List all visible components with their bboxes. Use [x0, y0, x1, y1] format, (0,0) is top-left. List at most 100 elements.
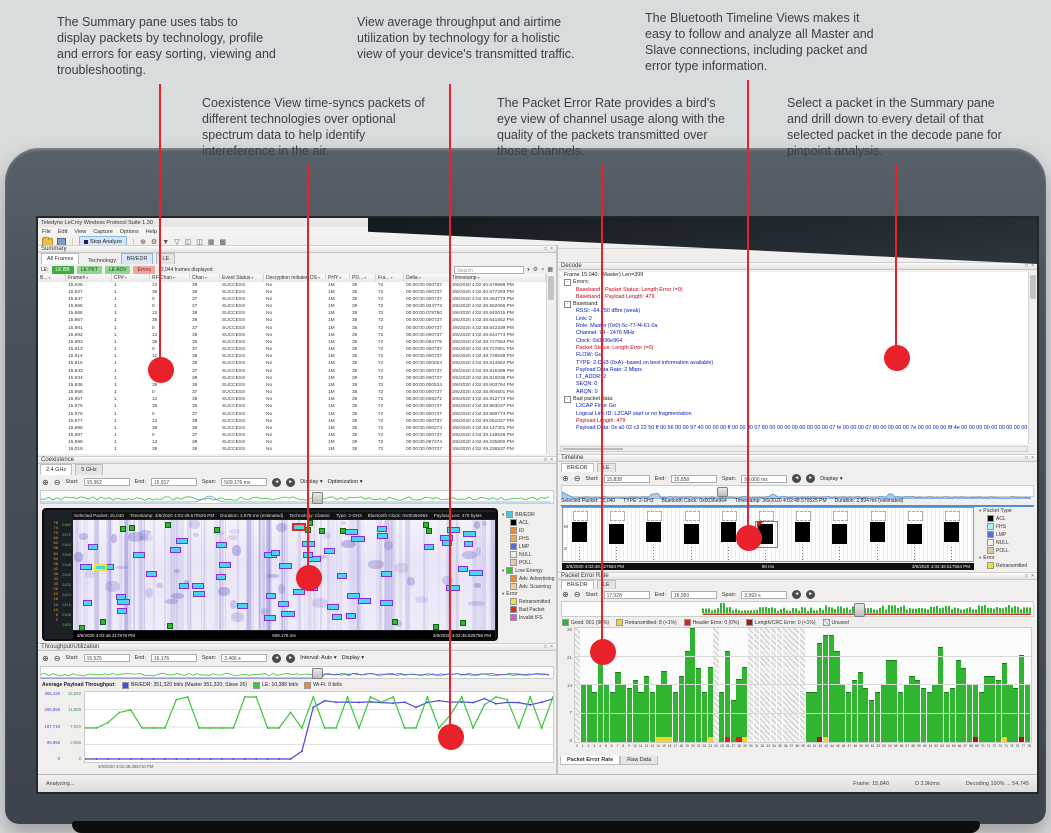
- timeline-packet[interactable]: [831, 508, 853, 561]
- spectrum-le-packet[interactable]: [433, 623, 440, 630]
- spectrum-packet[interactable]: [462, 531, 477, 538]
- column-header-7[interactable]: DS▾: [308, 274, 326, 282]
- spectrum-packet[interactable]: [346, 593, 361, 600]
- timeline-packet[interactable]: [645, 508, 667, 561]
- spectrum-packet[interactable]: [193, 591, 205, 598]
- span-input[interactable]: 90.000 ms: [741, 474, 788, 483]
- pane-float-icon[interactable]: □: [544, 457, 548, 463]
- pane-float-icon[interactable]: □: [1025, 455, 1029, 461]
- decode-line[interactable]: Packet Status: Length Error (=0): [576, 344, 654, 351]
- decode-line[interactable]: Logical Link ID: L2CAP start or no fragm…: [576, 410, 692, 417]
- decode-line[interactable]: Baseband - Payload Length: 479: [576, 293, 655, 300]
- spectrum-packet[interactable]: [381, 571, 392, 578]
- legend-group-header[interactable]: ▾ Packet Type: [979, 508, 1037, 514]
- filter-icon[interactable]: ▼: [162, 238, 170, 246]
- per-overview-strip[interactable]: [561, 601, 1034, 617]
- zoom-out-icon[interactable]: ⊖: [53, 477, 61, 487]
- menu-item-help[interactable]: Help: [145, 228, 158, 235]
- start-input[interactable]: 15,362: [83, 478, 130, 486]
- start-input[interactable]: 15,525: [83, 654, 130, 662]
- zoom-in-icon[interactable]: ⊕: [42, 653, 49, 663]
- table-row[interactable]: 15,893 1 39 39 SUCCESS No 1M 35 72 00:00:00.08477…: [38, 339, 546, 346]
- table-row[interactable]: 15,998 1 12 38 SUCCESS No 1M 35 72 00:00:00.08727…: [38, 440, 546, 447]
- end-input[interactable]: 18,993: [670, 590, 717, 599]
- pane-float-icon[interactable]: □: [1025, 573, 1029, 579]
- layout-grid-icon[interactable]: ▦: [207, 239, 215, 246]
- search-dropdown-icon[interactable]: ▾: [527, 266, 530, 273]
- zoom-out-icon[interactable]: ⊖: [573, 474, 581, 483]
- tech-button-le[interactable]: LE: [156, 253, 176, 264]
- display-dropdown[interactable]: Display ▾: [820, 475, 843, 482]
- layout-grid2-icon[interactable]: ▩: [219, 239, 227, 246]
- spectrum-packet[interactable]: [132, 552, 146, 559]
- menu-item-edit[interactable]: Edit: [57, 228, 68, 235]
- spectrum-packet[interactable]: [270, 550, 280, 557]
- timeline-packet[interactable]: [720, 508, 742, 561]
- end-input[interactable]: 16,176: [150, 654, 197, 662]
- display-dropdown[interactable]: Display ▾: [341, 655, 364, 661]
- tab-all-frames[interactable]: All Frames: [41, 253, 80, 264]
- range-slider-handle[interactable]: [312, 492, 324, 504]
- spectrum-le-packet[interactable]: [128, 525, 135, 532]
- timeline-tab-bredr[interactable]: BR/EDR: [561, 463, 594, 472]
- table-row[interactable]: 15,936 1 39 39 SUCCESS No 1M 35 72 00:00:00.00052…: [38, 382, 546, 389]
- spectrum-packet[interactable]: [117, 607, 128, 614]
- decode-line[interactable]: RSSI: -64.750 dBm (weak): [576, 308, 641, 315]
- legend-group-header[interactable]: ▾ Error: [502, 591, 556, 597]
- legend-group-header[interactable]: ▾ Low Energy: [502, 567, 556, 574]
- decode-line[interactable]: Clock: 0x0036e964: [576, 337, 623, 344]
- decode-line[interactable]: ARQN: 0: [576, 388, 598, 395]
- decode-line[interactable]: − Bad packet data:: [560, 396, 1028, 404]
- end-input[interactable]: 15,858: [670, 474, 717, 483]
- zoom-icon[interactable]: ⊕: [140, 239, 146, 246]
- menu-item-options[interactable]: Options: [119, 228, 139, 235]
- spectrum-packet[interactable]: [265, 593, 277, 600]
- coex-tab-5ghz[interactable]: 5 GHz: [75, 464, 103, 475]
- spectrum-packet[interactable]: [324, 547, 336, 554]
- spectrum-packet[interactable]: [326, 603, 339, 610]
- table-row[interactable]: 15,977 1 12 38 SUCCESS No 1M 35 72 00:00:00.00073…: [38, 418, 546, 425]
- columns-icon[interactable]: ▦: [547, 267, 553, 273]
- table-row[interactable]: 15,957 1 12 38 SUCCESS No 1M 35 72 00:00:00.00827…: [38, 397, 546, 404]
- zoom-out-icon[interactable]: ⊖: [573, 590, 581, 599]
- prev-button[interactable]: ◄: [792, 474, 802, 483]
- table-row[interactable]: 15,881 1 0 37 SUCCESS No 1M 35 72 00:00:00.000737…: [38, 325, 546, 332]
- close-button[interactable]: ×: [1031, 219, 1034, 226]
- spectrum-packet[interactable]: [280, 610, 295, 617]
- spectrum-retransmitted-packet[interactable]: [94, 564, 108, 571]
- spectrum-packet[interactable]: [277, 600, 289, 607]
- timeline-tab-le[interactable]: LE: [596, 463, 616, 472]
- per-bottom-tab-per[interactable]: Packet Error Rate: [560, 756, 621, 765]
- table-row[interactable]: 15,913 1 0 37 SUCCESS No 1M 35 72 00:00:00.000737…: [38, 347, 546, 354]
- spectrum-le-packet[interactable]: [164, 522, 171, 529]
- spectrum-packet[interactable]: [446, 584, 461, 591]
- decode-line[interactable]: Link: 2: [576, 315, 592, 322]
- menu-item-view[interactable]: View: [74, 228, 87, 235]
- table-row[interactable]: 15,892 1 12 38 SUCCESS No 1M 35 72 00:00:00.00073…: [38, 332, 546, 339]
- decode-line[interactable]: − Baseband:: [560, 301, 1028, 309]
- spectrum-packet[interactable]: [469, 569, 484, 576]
- decode-line[interactable]: Frame 15,040: (Master) Len=399: [564, 272, 644, 278]
- decode-line[interactable]: TYPE: 2-DH3 (0xA)--based on best informa…: [576, 359, 714, 366]
- spectrum-le-packet[interactable]: [100, 619, 107, 626]
- range-slider-handle[interactable]: [312, 668, 324, 679]
- decode-line[interactable]: LT_ADDR: 2: [576, 374, 607, 381]
- column-header-3[interactable]: RF Chan▾: [150, 274, 190, 282]
- pane-close-icon[interactable]: ×: [550, 644, 553, 650]
- decode-line[interactable]: Payload Data: 0x a0 02 c3 22 50 ff 00 56…: [576, 425, 1028, 432]
- next-button[interactable]: ►: [286, 653, 296, 663]
- table-row[interactable]: 15,847 1 0 37 SUCCESS No 1M 35 72 00:00:00.000737…: [38, 296, 546, 303]
- span-input[interactable]: 509.176 ms: [221, 478, 268, 486]
- pane-close-icon[interactable]: ×: [1031, 455, 1034, 461]
- table-row[interactable]: 15,914 1 12 38 SUCCESS No 1M 35 72 00:00:00.00073…: [38, 354, 546, 361]
- start-input[interactable]: 15,838: [603, 474, 650, 483]
- spectrum-packet[interactable]: [292, 588, 305, 595]
- filter-edit-icon[interactable]: ▽: [174, 239, 180, 246]
- pane-float-icon[interactable]: □: [1025, 263, 1029, 269]
- spectrum-packet[interactable]: [80, 563, 92, 570]
- per-bottom-tab-rawdata[interactable]: Raw Data: [620, 756, 659, 765]
- decode-line[interactable]: Payload Length: 479: [576, 417, 626, 424]
- table-row[interactable]: 15,865 1 0 37 SUCCESS No 1M 35 72 00:00:00.004773…: [38, 304, 546, 311]
- search-input[interactable]: Search: [454, 265, 525, 274]
